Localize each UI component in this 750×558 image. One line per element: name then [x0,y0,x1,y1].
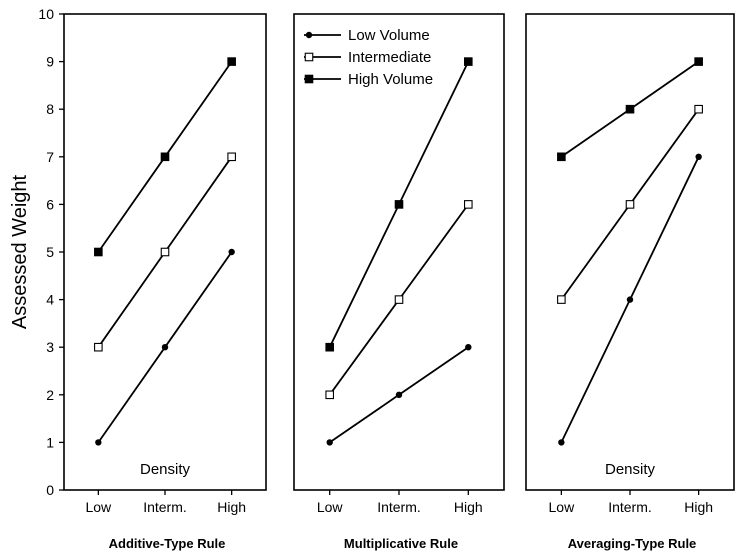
data-point-high-volume [625,104,635,114]
data-point-intermediate [463,200,473,209]
data-point-high-volume [94,247,103,257]
data-point-intermediate [394,295,404,304]
data-point-low-volume [558,439,565,446]
panel-title: Averaging-Type Rule [568,536,697,551]
y-axis-label: Assessed Weight [9,174,31,329]
panel-title: Additive-Type Rule [109,536,226,551]
data-point-intermediate [325,390,335,400]
data-point-low-volume [228,248,235,256]
data-point-low-volume [395,391,403,398]
data-point-low-volume [326,439,333,446]
data-point-intermediate [94,342,103,352]
data-point-high-volume [325,342,335,352]
data-point-intermediate [557,295,566,304]
panel-3: Low Interm. High Density Averaging-Type Rule [525,13,735,551]
y-tick-label: 5 [46,244,54,260]
data-point-intermediate [160,247,170,257]
data-point-high-volume [394,200,404,209]
x-tick-label: Low [549,499,576,515]
y-tick-label: 8 [46,101,54,117]
panel-2: Low Interm. High Multiplicative Rule Low Vol… [293,13,505,551]
data-point-low-volume [626,296,634,303]
data-point-low-volume [95,439,102,446]
legend-marker [305,31,313,39]
data-point-intermediate [227,152,236,162]
x-tick-label: Interm. [608,499,652,515]
data-point-low-volume [465,344,472,351]
legend-marker [304,74,314,84]
y-tick-label: 3 [46,339,54,355]
y-tick-label: 4 [46,292,54,308]
data-point-high-volume [557,152,566,162]
legend-label: Intermediate [348,49,431,66]
y-tick-label: 9 [46,54,54,70]
x-tick-label: Low [85,499,112,515]
legend-label: Low Volume [348,27,430,44]
density-annotation: Density [140,461,191,478]
x-tick-label: High [454,499,483,515]
panel-title: Multiplicative Rule [344,536,458,551]
data-point-intermediate [694,104,703,114]
y-tick-label: 2 [46,387,54,403]
plot-frame [525,13,735,491]
legend: Low Volume Intermediate High Volume [304,27,433,88]
y-tick-label: 7 [46,149,54,165]
y-tick-label: 0 [46,482,54,498]
y-tick-label: 1 [46,434,54,450]
data-point-high-volume [227,57,236,66]
x-tick-label: Low [317,499,344,515]
data-point-intermediate [625,200,635,209]
x-tick-label: Interm. [143,499,187,515]
data-point-low-volume [695,153,702,160]
legend-marker [304,52,314,62]
density-annotation: Density [605,461,656,478]
data-point-high-volume [694,57,703,66]
data-point-low-volume [161,344,169,351]
data-point-high-volume [463,57,473,66]
x-tick-label: High [217,499,246,515]
legend-label: High Volume [348,71,433,88]
y-tick-label: 10 [38,6,54,22]
x-tick-label: Interm. [377,499,421,515]
y-tick-label: 6 [46,196,54,212]
panel-1: Low Interm. High 0 1 2 3 4 5 6 7 8 9 10 Density Additiv… [38,6,267,551]
x-tick-label: High [684,499,713,515]
data-point-high-volume [160,152,170,162]
